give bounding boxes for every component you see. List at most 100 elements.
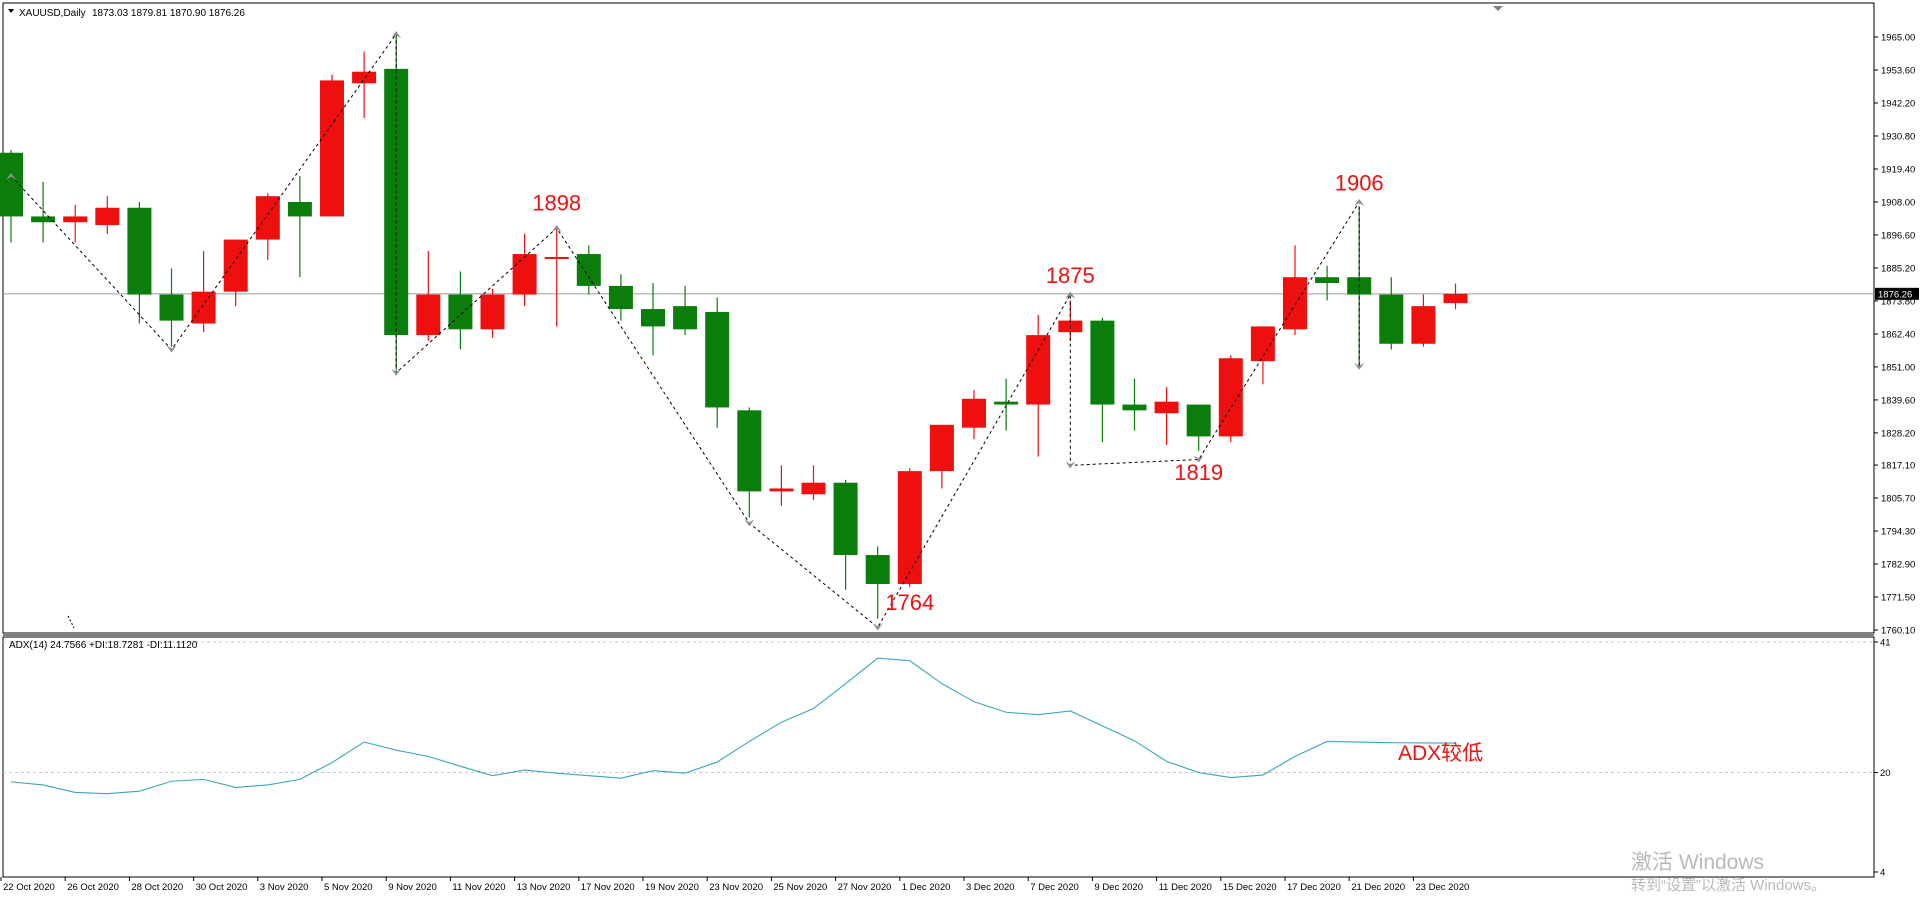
candle[interactable] [962,390,986,440]
candle-body [95,207,120,226]
candle[interactable] [1122,378,1147,431]
price-axis-label: 1828.20 [1881,428,1915,439]
arrow-up-icon [391,31,402,39]
candle-body [833,482,858,556]
candle-body [0,152,23,217]
ohlc-label: 1873.03 1879.81 1870.90 1876.26 [92,8,245,19]
x-axis-label: 11 Nov 2020 [452,882,505,893]
candle[interactable] [544,228,569,327]
arrow-up-icon [1354,198,1365,206]
x-axis-label: 22 Oct 2020 [3,882,55,893]
symbol-label: XAUUSD,Daily [19,8,86,19]
price-annotation: 1906 [1335,170,1384,195]
candle[interactable] [127,201,152,324]
candle[interactable] [95,196,120,234]
candle[interactable] [320,74,344,217]
candle[interactable] [255,193,280,260]
candle-body [705,311,730,408]
candle[interactable] [1186,404,1211,451]
candle[interactable] [512,233,537,307]
arrow-up-icon [1065,291,1076,299]
x-axis-label: 26 Oct 2020 [67,882,119,893]
candle-body [480,294,505,330]
arrow-down-icon [1193,455,1204,463]
candle[interactable] [63,204,88,243]
candle[interactable] [1315,265,1340,301]
candle[interactable] [31,181,56,243]
candle-body [769,488,794,492]
candle[interactable] [1283,245,1307,336]
candle-body [31,216,56,223]
candle[interactable] [608,274,633,321]
candle-body [1218,358,1243,437]
arrow-down-icon [744,519,755,527]
candle-body [576,254,601,286]
price-axis-label: 1908.00 [1881,197,1915,208]
candle[interactable] [769,465,794,506]
candle-body [962,398,986,428]
candle[interactable] [480,288,505,338]
current-price-tag [1875,287,1919,300]
symbol-header[interactable]: XAUUSD,Daily 1873.03 1879.81 1870.90 187… [8,8,245,19]
candle-body [416,294,441,336]
candle[interactable] [801,465,826,501]
candle[interactable] [0,149,23,243]
candle-body [255,196,280,240]
chart-shift-marker-icon[interactable] [1493,6,1503,11]
price-axis-label: 1896.60 [1881,230,1915,241]
arrow-down-icon [872,623,883,631]
candle[interactable] [191,251,216,333]
candle[interactable] [737,407,762,518]
candle[interactable] [159,268,184,347]
arrow-up-icon [551,225,562,233]
candle[interactable] [1154,387,1179,446]
candle-body [320,80,344,217]
adx-axis-label: 4 [1880,868,1885,879]
zigzag-line [10,32,1360,629]
candle[interactable] [865,546,890,619]
adx-indicator-label: ADX(14) 24.7566 +DI:18.7281 -DI:11.1120 [9,640,198,651]
adx-panel-frame [2,636,1875,878]
candle-body [1186,404,1211,437]
price-axis-label: 1817.10 [1881,461,1915,472]
candle[interactable] [416,251,441,341]
candle[interactable] [641,282,665,356]
arrow-down-icon [1065,461,1076,469]
candle[interactable] [352,51,377,119]
price-axis-label: 1839.60 [1881,395,1915,406]
chevron-down-icon[interactable] [8,9,14,13]
candle-body [287,201,312,217]
candle-body [801,482,826,495]
candle[interactable] [833,479,858,590]
adx-line [10,657,1456,795]
candle-body [929,424,954,472]
arrow-up-icon [6,172,16,180]
candle-body [1315,277,1340,283]
x-axis-label: 25 Nov 2020 [773,882,827,893]
price-axis-label: 1919.40 [1881,164,1915,175]
candle[interactable] [1090,317,1115,443]
candle[interactable] [994,378,1019,431]
candle[interactable] [1411,294,1436,347]
candle[interactable] [705,297,730,428]
candle[interactable] [1026,314,1051,457]
candle[interactable] [287,175,312,278]
candle[interactable] [897,468,922,587]
candle[interactable] [929,424,954,489]
candle[interactable] [1218,355,1243,443]
candle-body [1411,306,1436,344]
price-axis-label: 1771.50 [1881,593,1915,604]
candle[interactable] [576,245,601,295]
x-axis-label: 30 Oct 2020 [196,882,248,893]
candle-body [737,410,762,492]
price-axis-label: 1885.20 [1881,263,1915,274]
candle[interactable] [448,271,473,350]
candle-body [127,207,152,295]
x-axis-label: 13 Nov 2020 [517,882,571,893]
candle[interactable] [1379,277,1404,350]
candle[interactable] [673,285,698,336]
candle[interactable] [1443,283,1468,310]
price-annotation: 1898 [532,191,581,216]
candle-body [1283,277,1307,330]
